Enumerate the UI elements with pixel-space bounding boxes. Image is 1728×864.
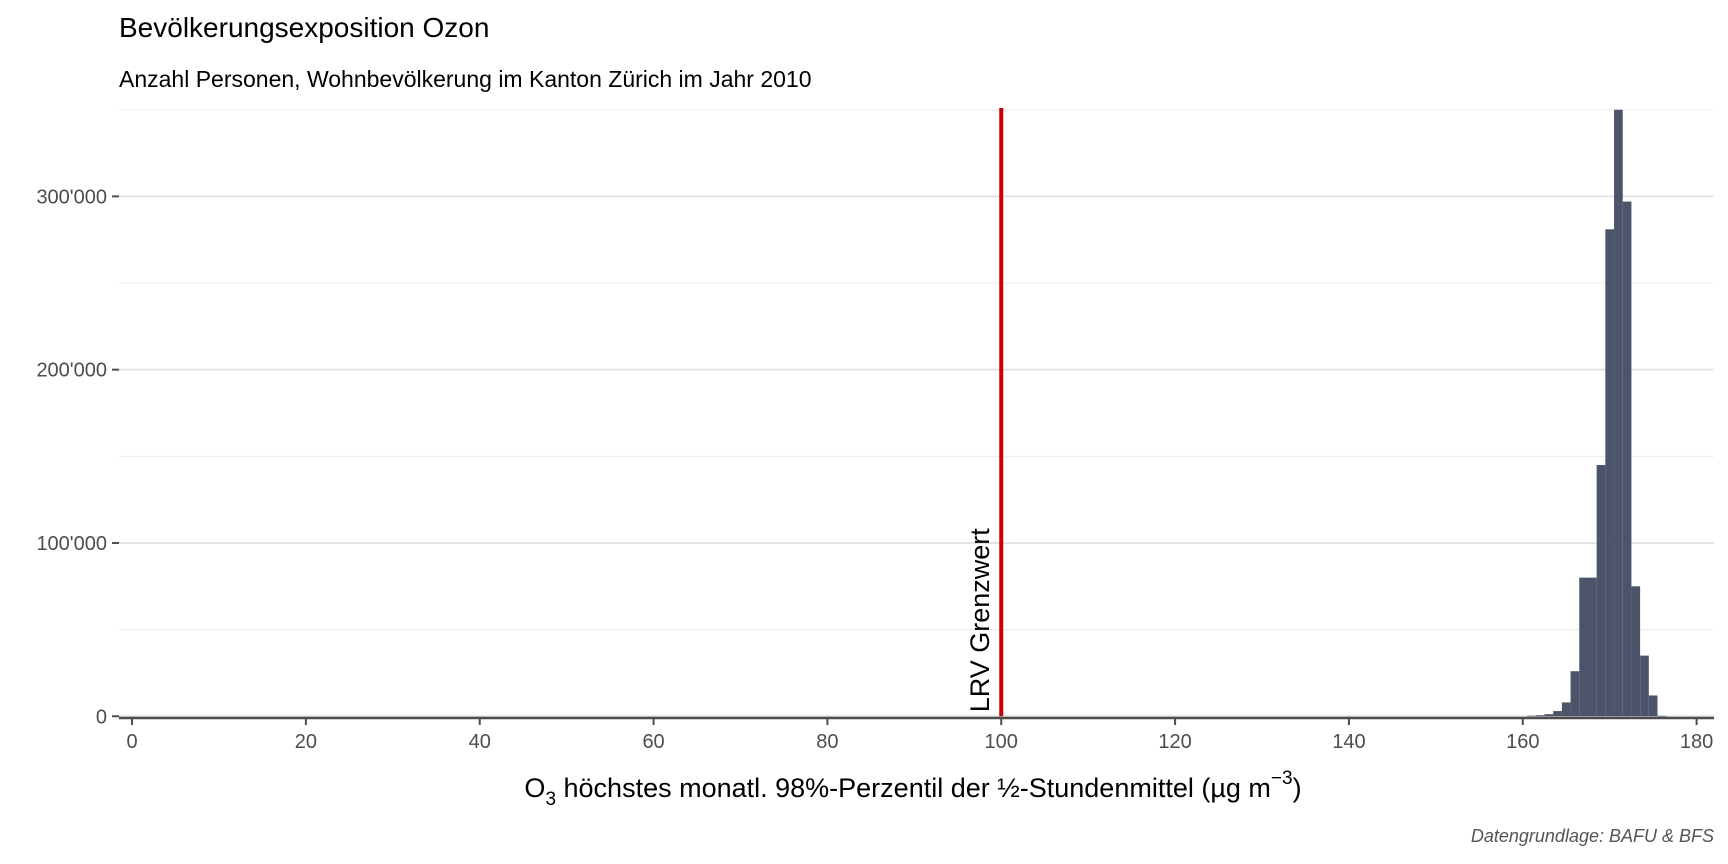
histogram-bar — [1605, 229, 1615, 717]
histogram-bar — [1553, 711, 1562, 717]
y-tick-label: 300'000 — [36, 186, 107, 208]
x-tick-label: 0 — [126, 731, 137, 753]
chart-subtitle: Anzahl Personen, Wohnbevölkerung im Kant… — [119, 66, 812, 92]
histogram-bar — [1527, 715, 1536, 717]
y-tick-label: 200'000 — [36, 360, 107, 382]
x-tick-label: 60 — [642, 731, 664, 753]
x-tick-label: 120 — [1158, 731, 1191, 753]
x-tick-label: 100 — [985, 731, 1018, 753]
tick-labels: 0 20 40 60 80 100 120 140 160 180 0 100'000 200'000 3… — [36, 186, 1713, 753]
x-tick-label: 180 — [1680, 731, 1713, 753]
x-tick-label: 140 — [1332, 731, 1365, 753]
histogram-bar — [1570, 671, 1580, 717]
histogram-bar — [1648, 695, 1658, 717]
y-tick-label: 0 — [96, 706, 107, 728]
x-axis-title: O3 höchstes monatl. 98%-Perzentil der ½-… — [524, 768, 1301, 810]
histogram-bar — [1561, 702, 1571, 717]
reference-line-group: LRV Grenzwert — [965, 108, 1004, 717]
histogram-bar — [1631, 586, 1641, 717]
x-tick-label: 40 — [469, 731, 491, 753]
histogram-bars — [1527, 109, 1667, 717]
y-tick-label: 100'000 — [36, 533, 107, 555]
histogram-bar — [1579, 577, 1588, 717]
x-tick-label: 80 — [816, 731, 838, 753]
histogram-bar — [1640, 655, 1649, 717]
limit-value-label: LRV Grenzwert — [965, 528, 995, 713]
data-source-caption: Datengrundlage: BAFU & BFS — [1470, 826, 1714, 846]
x-tick-label: 160 — [1506, 731, 1539, 753]
grid-lines — [119, 109, 1714, 718]
x-tick-label: 20 — [295, 731, 317, 753]
histogram-bar — [1596, 464, 1606, 717]
histogram-bar — [1535, 715, 1545, 717]
histogram-bar — [1657, 715, 1667, 717]
chart-title: Bevölkerungsexposition Ozon — [119, 12, 490, 43]
histogram-bar — [1622, 201, 1632, 717]
axes — [112, 195, 1714, 725]
histogram-bar — [1614, 109, 1623, 717]
histogram-bar — [1587, 577, 1597, 717]
histogram-bar — [1544, 714, 1554, 717]
